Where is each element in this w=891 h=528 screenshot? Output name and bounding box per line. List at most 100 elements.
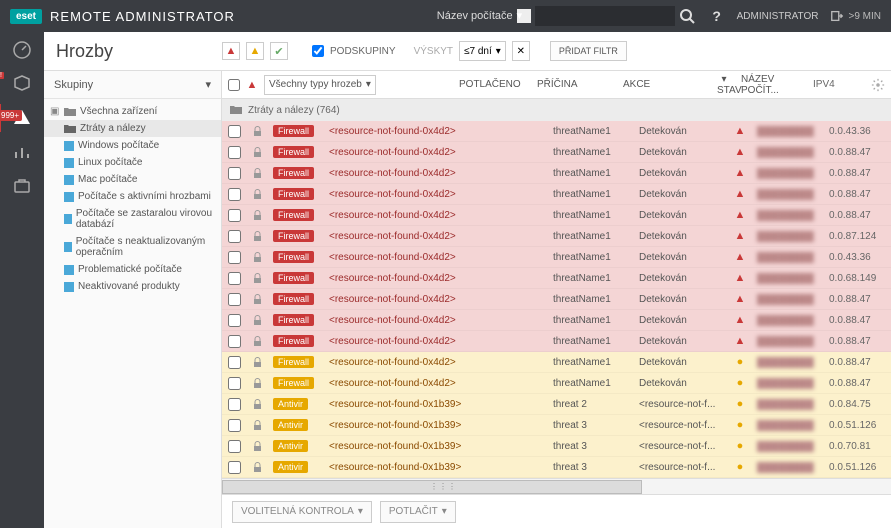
ip-cell: 0.0.88.47 <box>825 189 885 200</box>
add-filter-button[interactable]: PŘIDAT FILTR <box>550 41 627 61</box>
row-checkbox[interactable] <box>228 125 241 138</box>
nav-admin-icon[interactable] <box>12 176 32 196</box>
sidebar-item[interactable]: Počítače s aktivními hrozbami <box>44 188 221 205</box>
col-pricina[interactable]: PŘÍČINA <box>533 79 617 90</box>
threat-type-label: Všechny typy hrozeb <box>269 79 362 90</box>
nav-reports-icon[interactable] <box>12 142 32 162</box>
ip-cell: 0.0.88.47 <box>825 315 885 326</box>
table-row[interactable]: Firewall<resource-not-found-0x4d2>threat… <box>222 205 891 226</box>
col-potlaceno[interactable]: POTLAČENO <box>455 79 531 90</box>
nav-computers-icon[interactable]: ! <box>12 74 32 94</box>
sidebar-item[interactable]: Počítače s neaktualizovaným operačním <box>44 233 221 261</box>
row-checkbox[interactable] <box>228 314 241 327</box>
type-tag: Antivir <box>273 419 308 431</box>
filter-sev-ok[interactable]: ✔ <box>270 42 288 60</box>
search-type-dropdown[interactable]: ▾ <box>517 9 531 23</box>
horizontal-scrollbar[interactable]: ⋮⋮⋮ <box>222 478 891 494</box>
row-checkbox[interactable] <box>228 146 241 159</box>
table-row[interactable]: Firewall<resource-not-found-0x4d2>threat… <box>222 289 891 310</box>
nav-threats-badge: 999+ <box>0 110 22 121</box>
footer-bar: VOLITELNÁ KONTROLA ▾ POTLAČIT ▾ <box>222 494 891 528</box>
clear-filter-button[interactable]: ✕ <box>512 41 530 61</box>
nav-dashboard-icon[interactable] <box>12 40 32 60</box>
ip-cell: 0.0.88.47 <box>825 210 885 221</box>
row-checkbox[interactable] <box>228 356 241 369</box>
table-row[interactable]: Firewall<resource-not-found-0x4d2>threat… <box>222 226 891 247</box>
table-row[interactable]: Antivir<resource-not-found-0x1b39>threat… <box>222 415 891 436</box>
help-icon[interactable]: ? <box>707 8 727 24</box>
table-row[interactable]: Firewall<resource-not-found-0x4d2>threat… <box>222 121 891 142</box>
table-row[interactable]: Antivir<resource-not-found-0x1b39>threat… <box>222 457 891 478</box>
sidebar-item[interactable]: Problematické počítače <box>44 261 221 278</box>
col-ipv4[interactable]: IPV4 <box>809 79 869 90</box>
row-checkbox[interactable] <box>228 335 241 348</box>
col-stav[interactable]: ▾ STAV <box>713 74 735 96</box>
sidebar-item-label: Počítače se zastaralou virovou databází <box>76 208 215 230</box>
row-checkbox[interactable] <box>228 293 241 306</box>
row-checkbox[interactable] <box>228 167 241 180</box>
sidebar-item-label: Neaktivované produkty <box>78 281 180 292</box>
search-input[interactable] <box>535 6 675 26</box>
sidebar-item[interactable]: ▣Všechna zařízení <box>44 103 221 120</box>
table-row[interactable]: Firewall<resource-not-found-0x4d2>threat… <box>222 247 891 268</box>
col-nazev[interactable]: NÁZEV POČÍT... <box>737 74 807 96</box>
table-row[interactable]: Firewall<resource-not-found-0x4d2>threat… <box>222 268 891 289</box>
table-row[interactable]: Firewall<resource-not-found-0x4d2>threat… <box>222 352 891 373</box>
threat-type-dropdown[interactable]: Všechny typy hrozeb▾ <box>264 75 376 95</box>
row-checkbox[interactable] <box>228 440 241 453</box>
sidebar-item-label: Mac počítače <box>78 174 137 185</box>
table-row[interactable]: Firewall<resource-not-found-0x4d2>threat… <box>222 163 891 184</box>
computer-name-cell: ████████ <box>753 441 823 452</box>
grid-settings-icon[interactable] <box>871 78 885 92</box>
sidebar-item[interactable]: Ztráty a nálezy <box>44 120 221 137</box>
ip-cell: 0.0.88.47 <box>825 336 885 347</box>
hdr-sev[interactable]: ▲ <box>242 79 262 91</box>
row-checkbox[interactable] <box>228 419 241 432</box>
titlebar: Hrozby ▲ ▲ ✔ PODSKUPINY VÝSKYT ≤7 dní▾ ✕… <box>44 32 891 71</box>
scan-button[interactable]: VOLITELNÁ KONTROLA ▾ <box>232 501 372 523</box>
computer-name-cell: ████████ <box>753 315 823 326</box>
row-checkbox[interactable] <box>228 377 241 390</box>
cause-cell: threatName1 <box>549 315 633 326</box>
computer-name-cell: ████████ <box>753 168 823 179</box>
type-tag: Firewall <box>273 251 314 263</box>
filter-sev-red[interactable]: ▲ <box>222 42 240 60</box>
search-icon[interactable] <box>679 8 695 24</box>
session-timer[interactable]: >9 MIN <box>830 9 881 23</box>
filter-sev-yellow[interactable]: ▲ <box>246 42 264 60</box>
table-row[interactable]: Firewall<resource-not-found-0x4d2>threat… <box>222 373 891 394</box>
table-row[interactable]: Firewall<resource-not-found-0x4d2>threat… <box>222 331 891 352</box>
select-all-checkbox[interactable] <box>228 79 240 91</box>
occurrence-dropdown[interactable]: ≤7 dní▾ <box>459 41 506 61</box>
ip-cell: 0.0.70.81 <box>825 441 885 452</box>
subgroups-checkbox[interactable] <box>312 45 324 57</box>
row-checkbox[interactable] <box>228 461 241 474</box>
table-row[interactable]: Firewall<resource-not-found-0x4d2>threat… <box>222 310 891 331</box>
sidebar-item[interactable]: Mac počítače <box>44 171 221 188</box>
col-akce[interactable]: AKCE <box>619 79 711 90</box>
suppress-button[interactable]: POTLAČIT ▾ <box>380 501 456 523</box>
status-cell: ▲ <box>729 272 751 284</box>
admin-label[interactable]: ADMINISTRATOR <box>737 11 819 22</box>
sidebar-item[interactable]: Neaktivované produkty <box>44 278 221 295</box>
resource-cell: <resource-not-found-0x1b39> <box>325 399 469 410</box>
row-checkbox[interactable] <box>228 251 241 264</box>
sidebar-item[interactable]: Windows počítače <box>44 137 221 154</box>
table-row[interactable]: Antivir<resource-not-found-0x1b39>threat… <box>222 394 891 415</box>
row-checkbox[interactable] <box>228 209 241 222</box>
table-row[interactable]: Antivir<resource-not-found-0x1b39>threat… <box>222 436 891 457</box>
row-checkbox[interactable] <box>228 398 241 411</box>
cause-cell: threatName1 <box>549 210 633 221</box>
table-row[interactable]: Firewall<resource-not-found-0x4d2>threat… <box>222 142 891 163</box>
row-checkbox[interactable] <box>228 272 241 285</box>
resource-cell: <resource-not-found-0x4d2> <box>325 168 469 179</box>
resource-cell: <resource-not-found-0x4d2> <box>325 357 469 368</box>
groups-collapse-icon[interactable]: ▾ <box>205 78 211 91</box>
row-checkbox[interactable] <box>228 230 241 243</box>
row-checkbox[interactable] <box>228 188 241 201</box>
sidebar-item[interactable]: Linux počítače <box>44 154 221 171</box>
table-row[interactable]: Firewall<resource-not-found-0x4d2>threat… <box>222 184 891 205</box>
nav-threats-icon[interactable]: 999+ <box>12 108 32 128</box>
sidebar-item[interactable]: Počítače se zastaralou virovou databází <box>44 205 221 233</box>
action-cell: <resource-not-f... <box>635 399 727 410</box>
